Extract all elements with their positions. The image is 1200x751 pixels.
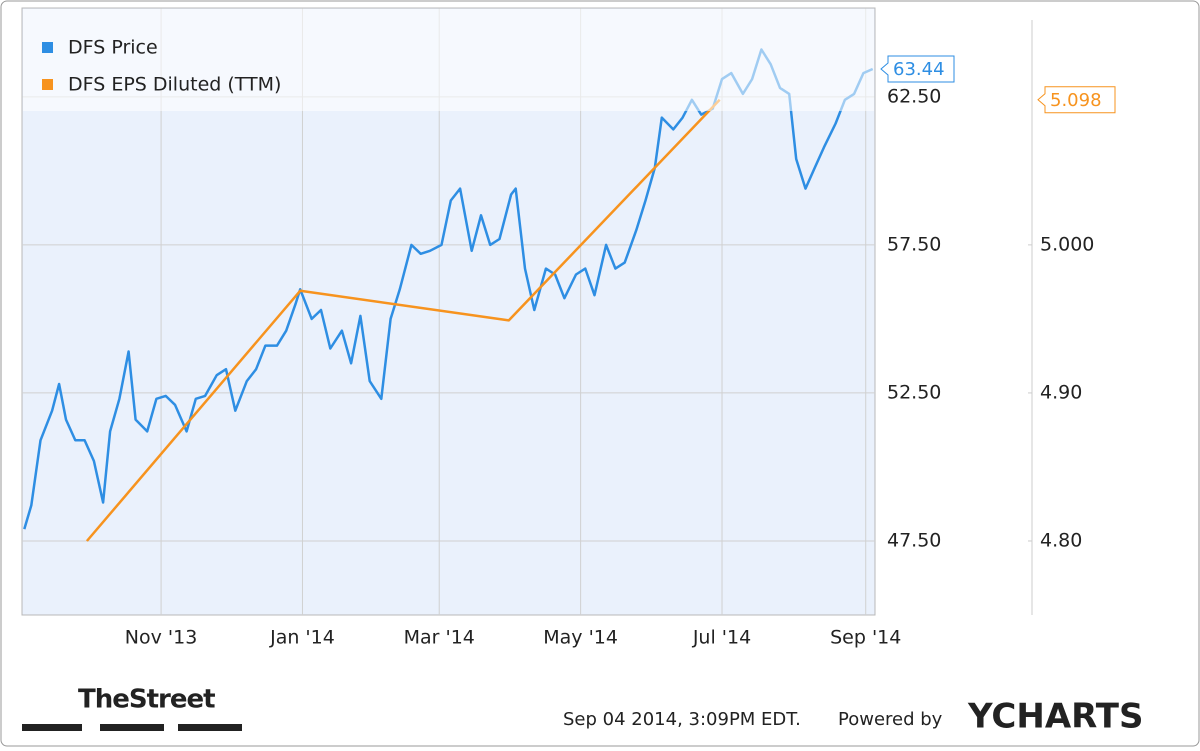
y-tick-label: 62.50 <box>887 85 941 107</box>
y2-tick-label: 4.80 <box>1040 529 1082 551</box>
brand-bar <box>22 724 82 731</box>
x-tick-label: Nov '13 <box>125 627 198 649</box>
x-tick-label: Jul '14 <box>692 627 751 649</box>
y-tick-label: 57.50 <box>887 233 941 255</box>
legend-label: DFS EPS Diluted (TTM) <box>68 74 281 96</box>
y2-tick-label: 5.000 <box>1040 233 1094 255</box>
legend-label: DFS Price <box>68 37 158 59</box>
timestamp: Sep 04 2014, 3:09PM EDT. <box>563 709 801 730</box>
series-line <box>85 98 721 542</box>
brand-bar <box>178 724 242 731</box>
y-tick-label: 52.50 <box>887 381 941 403</box>
legend-swatch <box>42 79 53 90</box>
value-label: 63.44 <box>893 59 945 80</box>
y-tick-label: 47.50 <box>887 529 941 551</box>
y2-tick-label: 4.90 <box>1040 381 1082 403</box>
legend-backdrop <box>23 9 874 111</box>
value-callout <box>880 55 955 83</box>
x-tick-label: May '14 <box>543 627 618 649</box>
logo: YCHARTS <box>967 697 1143 737</box>
x-tick-label: Jan '14 <box>269 627 335 649</box>
powered-by: Powered by <box>838 709 943 730</box>
legend-swatch <box>42 42 53 53</box>
brand-bar <box>100 724 164 731</box>
brand: TheStreet <box>78 685 215 715</box>
value-callout <box>1037 86 1116 114</box>
value-label: 5.098 <box>1050 90 1102 111</box>
x-tick-label: Sep '14 <box>830 627 901 649</box>
x-tick-label: Mar '14 <box>404 627 475 649</box>
